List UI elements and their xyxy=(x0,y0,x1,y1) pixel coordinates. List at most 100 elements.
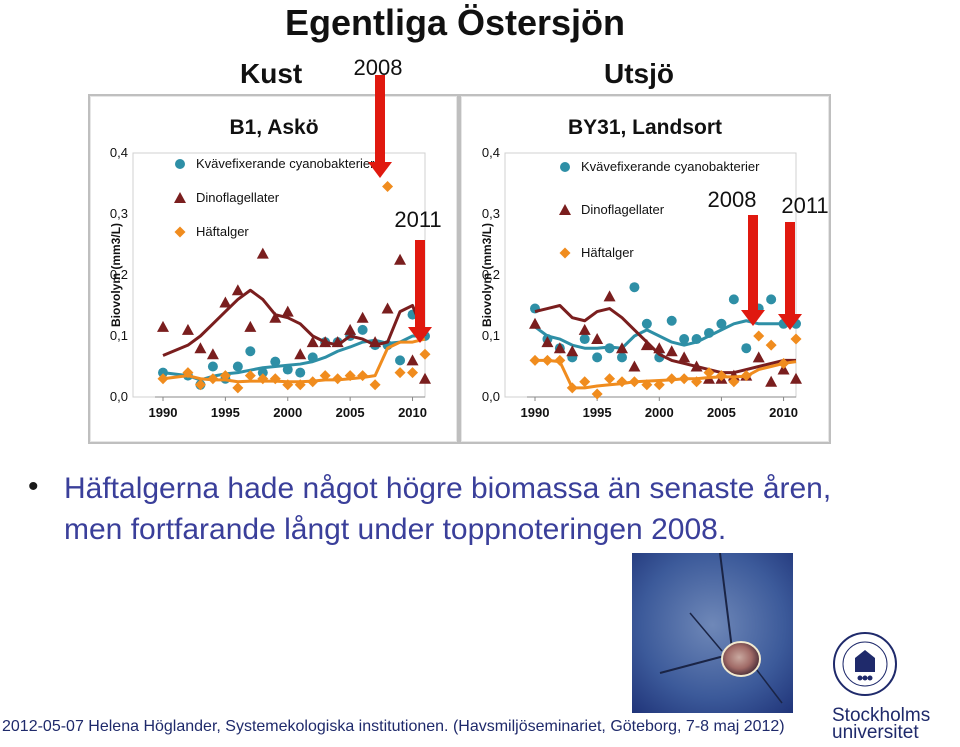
arrow-2011-offshore-shaft xyxy=(785,222,795,316)
legend-label: Dinoflagellater xyxy=(581,202,665,217)
data-point-triangle xyxy=(369,336,382,348)
x-tick-label: 1990 xyxy=(521,405,550,420)
data-point-diamond xyxy=(641,379,653,391)
legend-marker xyxy=(174,192,186,203)
data-point-triangle xyxy=(419,372,431,384)
data-point-diamond xyxy=(394,367,406,379)
year-label-2011-offshore: 2011 xyxy=(781,193,828,218)
data-point-diamond xyxy=(357,370,369,382)
data-point-triangle xyxy=(157,320,169,332)
data-point-triangle xyxy=(331,336,344,348)
data-point-triangle xyxy=(244,320,257,332)
data-point-circle xyxy=(207,361,218,372)
y-axis-label: Biovolym (mm3/L) xyxy=(109,223,123,327)
data-point-diamond xyxy=(753,330,765,342)
data-point-triangle xyxy=(566,345,579,357)
data-point-triangle xyxy=(616,342,628,354)
data-point-diamond xyxy=(244,370,256,382)
data-point-diamond xyxy=(703,367,715,379)
data-point-triangle xyxy=(281,305,294,317)
data-point-diamond xyxy=(566,382,578,394)
data-point-circle xyxy=(691,334,702,345)
y-tick-label: 0,4 xyxy=(482,145,500,160)
microscope-photo xyxy=(632,553,793,713)
data-point-triangle xyxy=(578,323,591,335)
university-logo: Stockholms universitet xyxy=(828,622,958,743)
bullet-text: Häftalgerna hade något högre biomassa än… xyxy=(64,472,832,546)
data-point-diamond xyxy=(790,333,802,345)
data-point-diamond xyxy=(282,379,294,391)
data-point-triangle xyxy=(319,336,332,348)
data-point-triangle xyxy=(206,348,219,360)
data-point-diamond xyxy=(194,379,206,391)
y-tick-label: 0,1 xyxy=(482,328,500,343)
data-point-triangle xyxy=(690,360,703,372)
data-point-diamond xyxy=(740,370,752,382)
x-tick-label: 2010 xyxy=(769,405,798,420)
x-tick-label: 1990 xyxy=(149,405,178,420)
x-tick-label: 2005 xyxy=(707,405,736,420)
x-tick-label: 2005 xyxy=(336,405,365,420)
legend-marker xyxy=(174,226,186,238)
data-point-diamond xyxy=(778,357,790,369)
region-label-coast: Kust xyxy=(240,58,303,89)
arrow-2008-offshore-head xyxy=(741,310,765,326)
data-point-diamond xyxy=(765,339,777,351)
y-tick-label: 0,3 xyxy=(482,206,500,221)
data-point-triangle xyxy=(256,247,269,259)
data-point-circle xyxy=(158,367,168,378)
data-point-diamond xyxy=(419,348,431,360)
data-point-diamond xyxy=(344,370,356,382)
arrow-2008-coast-head xyxy=(368,162,392,178)
arrow-2011-offshore-head xyxy=(778,314,802,330)
data-point-diamond xyxy=(678,373,690,385)
data-point-circle xyxy=(604,343,615,354)
bullet-marker: • xyxy=(28,470,39,503)
data-point-diamond xyxy=(529,354,541,366)
chart-asko: B1, Askö Biovolym (mm3/L) 0,0 0,1 0,2 0,3 0,4 1… xyxy=(109,116,431,420)
data-point-circle xyxy=(629,282,640,293)
data-point-triangle xyxy=(394,253,407,265)
data-point-diamond xyxy=(591,388,603,400)
y-tick-label: 0,3 xyxy=(110,206,128,221)
data-point-triangle xyxy=(765,375,778,387)
data-point-triangle xyxy=(356,311,369,323)
arrow-2011-coast-head xyxy=(408,327,432,343)
data-point-triangle xyxy=(269,311,282,323)
data-point-circle xyxy=(282,364,293,375)
data-point-diamond xyxy=(407,367,419,379)
data-point-triangle xyxy=(603,290,616,302)
data-point-triangle xyxy=(777,363,790,375)
data-point-diamond xyxy=(554,354,566,366)
data-point-diamond xyxy=(628,376,640,388)
data-point-triangle xyxy=(541,336,554,348)
data-point-triangle xyxy=(640,339,653,351)
data-point-diamond xyxy=(728,376,740,388)
data-point-circle xyxy=(357,324,368,335)
chart-landsort: BY31, Landsort Biovolym (mm3/L) 0,0 0,1 0,2 0… xyxy=(480,116,802,420)
data-point-circle xyxy=(728,294,739,305)
data-point-triangle xyxy=(194,342,207,354)
year-label-2011-coast: 2011 xyxy=(394,207,441,232)
data-point-circle xyxy=(666,315,677,326)
data-point-triangle xyxy=(529,317,541,329)
data-point-diamond xyxy=(182,367,194,379)
data-point-triangle xyxy=(181,323,194,335)
data-point-diamond xyxy=(207,373,219,385)
data-point-diamond xyxy=(332,373,344,385)
chart-panel-asko: B1, Askö Biovolym (mm3/L) 0,0 0,1 0,2 0,3 0,4 1… xyxy=(88,94,459,444)
series-line-1 xyxy=(162,288,427,357)
logo-line-1: Stockholms xyxy=(832,705,930,726)
legend-marker xyxy=(175,159,185,169)
data-point-diamond xyxy=(269,373,281,385)
data-point-circle xyxy=(592,352,603,363)
region-label-offshore: Utsjö xyxy=(604,58,674,89)
data-point-diamond xyxy=(579,376,591,388)
y-tick-label: 0,0 xyxy=(110,389,128,404)
data-point-triangle xyxy=(678,351,691,363)
legend-label: Dinoflagellater xyxy=(196,190,280,205)
data-point-circle xyxy=(704,327,714,338)
data-point-circle xyxy=(295,367,306,378)
data-point-circle xyxy=(395,355,406,366)
data-point-diamond xyxy=(691,376,703,388)
